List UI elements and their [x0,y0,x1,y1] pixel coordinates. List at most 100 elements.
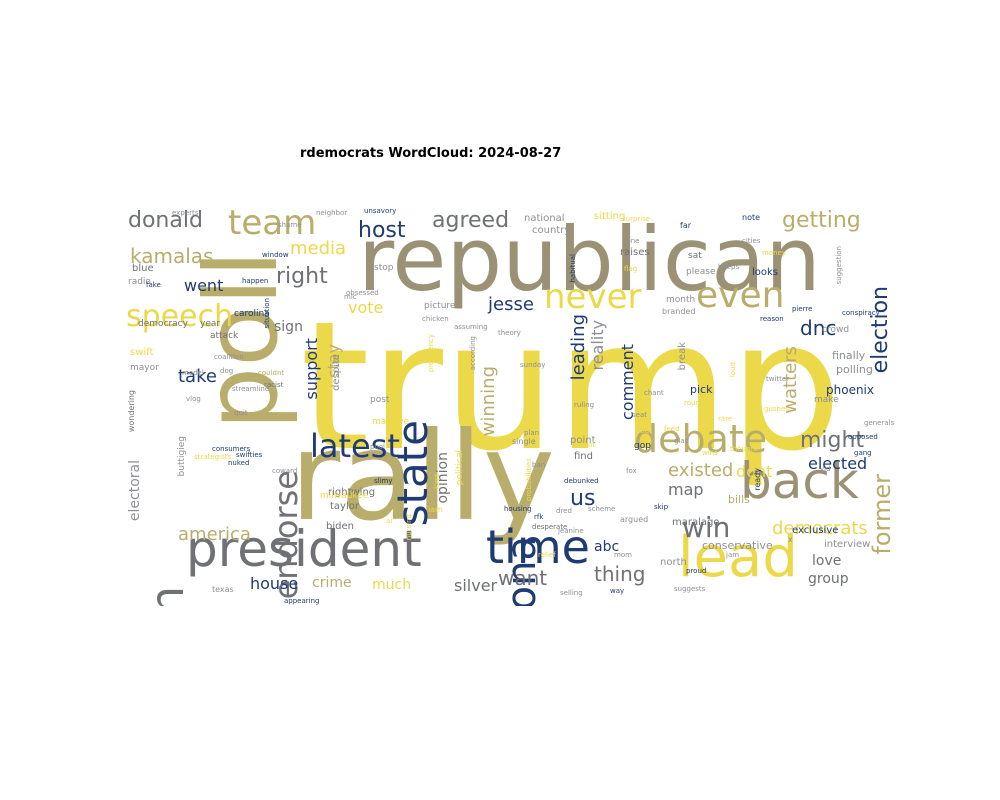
word-seat: seat [632,411,647,419]
word-theory: theory [498,329,521,337]
word-sign: sign [274,319,303,335]
word-wins: wins [702,449,718,457]
word-coalition: coalition [214,353,244,361]
word-shame: shame [278,221,302,229]
word-america: america [178,524,251,545]
word-ruling: ruling [574,401,595,409]
word-slimy: slimy [374,477,393,485]
word-dred: dred [556,507,572,515]
word-find: find [574,451,593,462]
word-experts: experts [172,209,199,217]
word-year: year [200,319,221,329]
word-racist: racist [264,381,284,389]
word-consumers: consumers [212,445,251,453]
word-getting: getting [782,208,861,233]
word-even: even [696,275,785,316]
word-situation: situation [263,298,271,329]
word-want: want [498,566,548,590]
word-coward: coward [272,467,298,475]
word-opposed: opposed [848,433,878,441]
word-country: country [532,225,571,236]
word-scheme: scheme [588,505,616,513]
word-milwaukee: milwaukee [320,491,369,501]
word-might: might [800,428,865,453]
word-interview: interview [824,539,871,550]
word-bills: bills [728,493,750,506]
word-sitting: sitting [594,211,626,222]
word-stop: stop [374,263,394,273]
word-win: win [682,511,731,544]
word-money: money [762,249,786,257]
word-mic: mic [344,293,357,301]
word-picture: picture [424,301,456,311]
word-strategists: strategists [194,453,232,461]
word-mayor: mayor [130,363,159,373]
word-texas: texas [212,585,234,594]
word-debunked: debunked [564,477,599,485]
word-attack: attack [210,331,239,341]
word-far: far [680,221,692,230]
word-take: take [178,366,217,387]
word-note: note [742,213,761,222]
word-president: president [186,520,422,578]
word-housing: housing [504,505,532,513]
word-beeps: beeps [718,263,740,271]
word-dnc: dnc [800,316,837,340]
word-happen: happen [242,277,269,285]
word-looks: looks [752,267,779,278]
word-leading: leading [568,314,589,381]
word-north: north [660,557,687,568]
word-thought: thought [730,445,758,453]
word-streamline: streamline [232,385,270,393]
word-massive: massive [372,417,410,427]
word-shot: shot [580,441,596,449]
word-comment: comment [618,344,637,421]
word-unsavory: unsavory [364,207,397,215]
word-dog: dog [220,367,234,375]
word-donald: donald [128,208,203,233]
word-hone: hone [622,237,640,245]
word-appearing: appearing [284,597,320,605]
word-house: house [250,574,299,593]
word-chicken: chicken [422,315,449,323]
word-fake: fake [146,281,161,289]
word-nursing: nursing [405,514,413,541]
word-feed: feed [664,425,680,433]
word-silver: silver [454,576,498,595]
word-existed: existed [668,460,734,481]
word-break: break [677,342,688,371]
word-selling: selling [560,589,583,597]
word-chant: chant [644,389,664,397]
word-post: post [370,395,390,405]
wordcloud-canvas: trumprepublicanrallypollpresidentcampaig… [124,206,896,606]
word-vote: vote [348,298,384,317]
word-obsessed: obsessed [346,289,379,297]
word-x: x [788,535,793,544]
word-plan: plan [524,429,540,437]
wordcloud-title: rdemocrats WordCloud: 2024-08-27 [300,146,562,161]
word-surprise: surprise [622,215,651,223]
word-kind: kind [433,474,441,489]
word-raises: raises [620,247,650,258]
word-speech: speech [126,299,234,334]
word-abc: abc [594,539,620,555]
word-exclusive: exclusive [792,525,839,536]
word-elected: elected [808,454,868,473]
word-phoenix: phoenix [826,383,874,397]
word-tie: tie [640,427,649,435]
word-make: make [814,395,839,405]
word-month: month [666,295,696,305]
word-latest: latest [310,427,400,465]
word-please: please [686,267,716,277]
word-desperate: desperate [532,523,568,531]
word-democrats: democrats [772,518,868,539]
word-never: never [544,277,642,317]
word-proud: proud [686,567,707,575]
word-went: went [184,276,224,295]
word-sunday: sunday [520,361,546,369]
word-rough: rough [684,399,705,407]
word-buttigieg: buttigieg [177,436,187,477]
word-glad: glad [674,437,690,445]
word-love: love [812,553,842,569]
word-time: time [486,520,590,574]
